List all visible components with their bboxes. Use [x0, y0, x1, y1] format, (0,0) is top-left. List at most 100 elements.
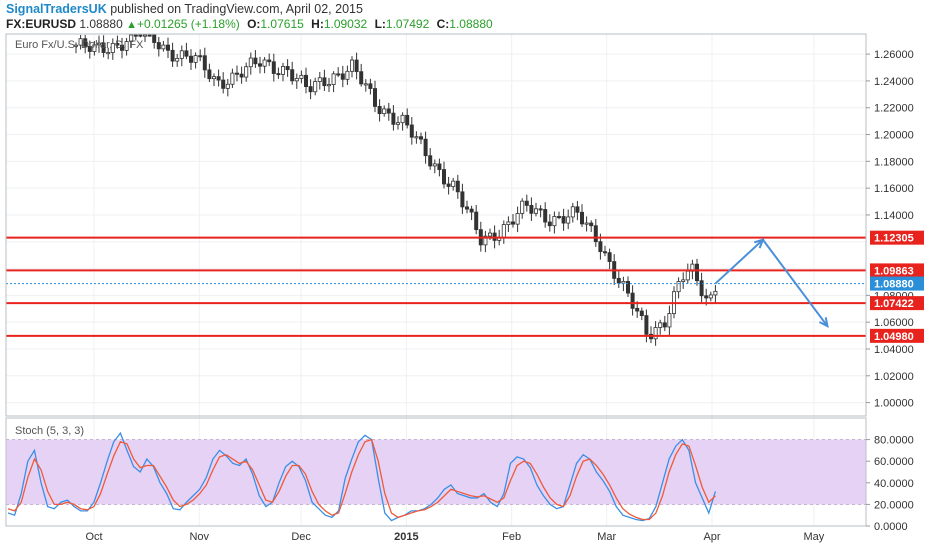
candle: [294, 73, 299, 89]
candle: [644, 309, 649, 343]
y-tick-label: 1.26000: [874, 49, 914, 61]
candle-body: [570, 206, 575, 218]
y-tick-label: 1.24000: [874, 76, 914, 88]
candle: [271, 53, 276, 82]
candle-body: [248, 57, 253, 68]
y-tick-label: 1.02000: [874, 371, 914, 383]
y-tick-label: 1.20000: [874, 130, 914, 142]
candle: [349, 56, 354, 78]
candle: [257, 56, 262, 74]
candle-body: [708, 294, 713, 299]
candle-body: [331, 73, 336, 85]
stoch-k-line: [7, 431, 717, 522]
candle: [658, 319, 663, 335]
candle: [386, 102, 391, 121]
candle-body: [699, 280, 704, 297]
candle: [699, 272, 704, 303]
candle-body: [313, 81, 318, 93]
symbol[interactable]: FX:EURUSD: [6, 17, 77, 31]
candle-body: [455, 180, 460, 193]
candle-body: [147, 34, 152, 37]
candle-body: [322, 77, 327, 87]
candle: [331, 71, 336, 93]
candle-body: [584, 222, 589, 225]
candle-body: [267, 59, 272, 63]
candle: [418, 132, 423, 145]
candle-body: [607, 252, 612, 262]
candle: [299, 70, 304, 84]
candle-body: [409, 124, 414, 138]
candle: [359, 63, 364, 87]
candle-body: [294, 78, 299, 82]
candle-body: [78, 38, 83, 46]
candle-body: [428, 155, 433, 167]
candle-body: [326, 84, 331, 87]
candle: [575, 200, 580, 221]
candle-body: [603, 251, 608, 254]
candle-body: [257, 63, 262, 67]
candle: [570, 202, 575, 223]
candle-body: [382, 108, 387, 115]
last-price: 1.08880: [79, 17, 123, 31]
candle-body: [92, 44, 97, 52]
candle: [395, 116, 400, 130]
candle: [685, 263, 690, 284]
candle-body: [520, 200, 525, 214]
candle: [87, 40, 92, 59]
candle-body: [662, 322, 667, 328]
y-tick-label: 1.04000: [874, 344, 914, 356]
candle-body: [161, 44, 166, 50]
publish-line: SignalTradersUK published on TradingView…: [6, 2, 363, 16]
candle: [455, 174, 460, 199]
candle: [363, 79, 368, 92]
candle: [234, 65, 239, 82]
candle: [253, 50, 258, 68]
time-axis[interactable]: Oct Nov Dec 2015 Feb Mar Apr May: [85, 531, 824, 543]
candle-body: [589, 222, 594, 227]
candle: [336, 67, 341, 78]
candle-body: [253, 57, 258, 65]
stoch-axis[interactable]: 80.0000 60.0000 40.0000 20.0000 0.0000: [866, 435, 914, 533]
candle: [561, 208, 566, 231]
candles: [74, 34, 718, 346]
candle: [446, 176, 451, 195]
candle: [106, 47, 111, 60]
candle-body: [437, 163, 442, 170]
chart-title: Euro Fx/U.S. Dollar, D, FX: [15, 39, 144, 51]
candle: [138, 34, 143, 38]
candle: [382, 105, 387, 117]
candle-body: [239, 73, 244, 78]
candle-body: [368, 83, 373, 89]
candle-body: [676, 281, 681, 293]
candle-body: [129, 34, 134, 42]
candle-body: [285, 66, 290, 71]
candle: [280, 62, 285, 82]
candle: [262, 56, 267, 74]
candle-body: [234, 72, 239, 75]
candle-body: [423, 138, 428, 157]
candle: [653, 321, 658, 346]
candle: [83, 35, 88, 54]
candle: [317, 71, 322, 90]
candle-body: [524, 200, 529, 206]
publisher-link[interactable]: SignalTradersUK: [6, 2, 107, 16]
arrowhead-icon: [819, 317, 829, 329]
candle-body: [667, 313, 672, 328]
level-lines: [6, 236, 866, 337]
close-value: 1.08880: [449, 17, 493, 31]
candle-body: [299, 74, 304, 79]
candle-body: [713, 290, 718, 296]
candle-body: [230, 72, 235, 85]
x-tick-label: Dec: [291, 531, 311, 543]
x-tick-label: 2015: [394, 531, 418, 543]
candle-body: [483, 235, 488, 246]
candle: [423, 131, 428, 164]
candle: [115, 35, 120, 49]
price-axis[interactable]: 1.26000 1.24000 1.22000 1.20000 1.18000 1.160…: [866, 49, 924, 410]
candle: [662, 315, 667, 332]
stoch-y-tick-label: 20.0000: [874, 499, 914, 511]
candle-body: [97, 42, 102, 46]
candle: [354, 52, 359, 80]
candle-body: [303, 74, 308, 88]
